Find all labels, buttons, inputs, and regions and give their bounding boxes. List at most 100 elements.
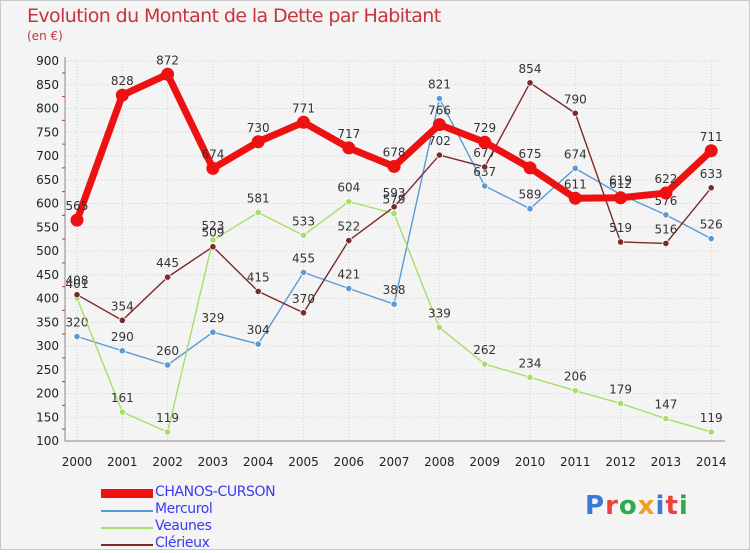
x-tick-label: 2000 bbox=[62, 455, 93, 469]
brand-logo-letter: o bbox=[618, 491, 638, 521]
data-label-clerieux: 354 bbox=[111, 299, 134, 313]
data-label-clerieux: 445 bbox=[156, 256, 179, 270]
data-label-chanos-curson: 711 bbox=[700, 130, 723, 144]
y-tick-label: 650 bbox=[36, 173, 59, 187]
data-label-veaunes: 262 bbox=[473, 343, 496, 357]
data-point-chanos-curson bbox=[70, 213, 84, 227]
y-tick-label: 800 bbox=[36, 102, 59, 116]
data-label-clerieux: 522 bbox=[337, 220, 360, 234]
x-tick-label: 2003 bbox=[198, 455, 229, 469]
data-label-veaunes: 179 bbox=[609, 382, 632, 396]
data-point-veaunes bbox=[571, 387, 579, 395]
data-label-chanos-curson: 622 bbox=[654, 172, 677, 186]
x-tick-label: 2006 bbox=[334, 455, 365, 469]
y-tick-label: 600 bbox=[36, 197, 59, 211]
data-label-chanos-curson: 565 bbox=[66, 199, 89, 213]
data-label-clerieux: 519 bbox=[609, 221, 632, 235]
data-label-clerieux: 854 bbox=[519, 62, 542, 76]
data-label-clerieux: 593 bbox=[383, 186, 406, 200]
data-point-veaunes bbox=[435, 323, 443, 332]
x-tick-label: 2010 bbox=[515, 455, 546, 469]
data-point-mercurol bbox=[118, 347, 126, 355]
data-label-mercurol: 260 bbox=[156, 344, 179, 358]
data-point-clerieux bbox=[254, 287, 262, 295]
data-point-chanos-curson bbox=[659, 186, 673, 200]
data-label-clerieux: 509 bbox=[201, 226, 224, 240]
data-point-clerieux bbox=[299, 309, 308, 317]
data-point-mercurol bbox=[73, 332, 81, 341]
data-label-veaunes: 533 bbox=[292, 214, 315, 228]
data-label-chanos-curson: 611 bbox=[564, 177, 587, 191]
data-point-clerieux bbox=[662, 239, 670, 247]
data-label-mercurol: 388 bbox=[383, 283, 406, 297]
data-label-chanos-curson: 771 bbox=[292, 101, 315, 115]
data-label-clerieux: 702 bbox=[428, 134, 451, 148]
legend-swatch bbox=[101, 489, 153, 498]
data-label-clerieux: 370 bbox=[292, 292, 315, 306]
data-point-veaunes bbox=[616, 399, 625, 408]
data-point-mercurol bbox=[526, 205, 534, 213]
data-label-mercurol: 421 bbox=[337, 268, 360, 282]
data-point-mercurol bbox=[209, 328, 217, 336]
data-point-veaunes bbox=[390, 209, 398, 218]
x-tick-label: 2014 bbox=[696, 455, 727, 469]
y-tick-label: 550 bbox=[36, 220, 59, 234]
data-label-chanos-curson: 674 bbox=[201, 147, 224, 161]
data-point-chanos-curson bbox=[432, 118, 446, 132]
data-label-mercurol: 674 bbox=[564, 147, 587, 161]
data-label-veaunes: 234 bbox=[519, 356, 542, 370]
data-point-veaunes bbox=[299, 231, 308, 239]
data-label-clerieux: 415 bbox=[247, 270, 270, 284]
data-label-mercurol: 637 bbox=[473, 165, 496, 179]
brand-logo-letter: P bbox=[585, 491, 606, 521]
data-point-mercurol bbox=[254, 340, 262, 348]
data-point-chanos-curson bbox=[568, 191, 582, 205]
data-label-clerieux: 790 bbox=[564, 92, 587, 106]
y-tick-label: 350 bbox=[36, 315, 59, 329]
legend-label: Clérieux bbox=[155, 535, 210, 551]
brand-logo: Proxiti bbox=[585, 491, 689, 521]
data-point-chanos-curson bbox=[161, 67, 175, 81]
y-tick-label: 200 bbox=[36, 387, 59, 401]
legend-label: CHANOS-CURSON bbox=[155, 484, 276, 500]
y-tick-label: 700 bbox=[36, 149, 59, 163]
data-point-mercurol bbox=[390, 300, 398, 308]
data-point-veaunes bbox=[254, 208, 262, 217]
data-label-chanos-curson: 729 bbox=[473, 121, 496, 135]
data-label-veaunes: 581 bbox=[247, 192, 270, 206]
y-tick-label: 250 bbox=[36, 363, 59, 377]
data-point-mercurol bbox=[707, 235, 715, 243]
legend-swatch bbox=[101, 510, 153, 512]
data-label-veaunes: 579 bbox=[383, 192, 406, 206]
data-point-clerieux bbox=[526, 79, 534, 87]
data-label-mercurol: 589 bbox=[519, 188, 542, 202]
data-label-chanos-curson: 872 bbox=[156, 53, 179, 67]
data-label-mercurol: 290 bbox=[111, 330, 134, 344]
data-point-chanos-curson bbox=[704, 144, 718, 158]
chart-title: Evolution du Montant de la Dette par Hab… bbox=[27, 5, 441, 27]
data-point-mercurol bbox=[662, 211, 670, 219]
data-point-chanos-curson bbox=[342, 141, 356, 155]
data-point-veaunes bbox=[662, 415, 670, 423]
data-point-veaunes bbox=[164, 428, 172, 436]
y-tick-label: 850 bbox=[36, 78, 59, 92]
y-tick-label: 100 bbox=[36, 434, 59, 448]
data-label-chanos-curson: 717 bbox=[337, 127, 360, 141]
x-tick-label: 2005 bbox=[288, 455, 319, 469]
brand-logo-letter: i bbox=[678, 491, 689, 521]
data-label-veaunes: 119 bbox=[156, 411, 179, 425]
data-point-chanos-curson bbox=[387, 159, 401, 173]
legend-swatch bbox=[101, 544, 153, 546]
data-label-mercurol: 821 bbox=[428, 78, 451, 92]
data-point-veaunes bbox=[118, 408, 126, 416]
data-point-clerieux bbox=[73, 291, 81, 299]
y-tick-label: 400 bbox=[36, 292, 59, 306]
brand-logo-letter: x bbox=[637, 491, 656, 521]
data-label-clerieux: 408 bbox=[66, 274, 89, 288]
data-label-mercurol: 619 bbox=[609, 173, 632, 187]
data-label-chanos-curson: 828 bbox=[111, 74, 134, 88]
y-tick-label: 500 bbox=[36, 244, 59, 258]
y-tick-label: 450 bbox=[36, 268, 59, 282]
data-label-veaunes: 161 bbox=[111, 391, 134, 405]
